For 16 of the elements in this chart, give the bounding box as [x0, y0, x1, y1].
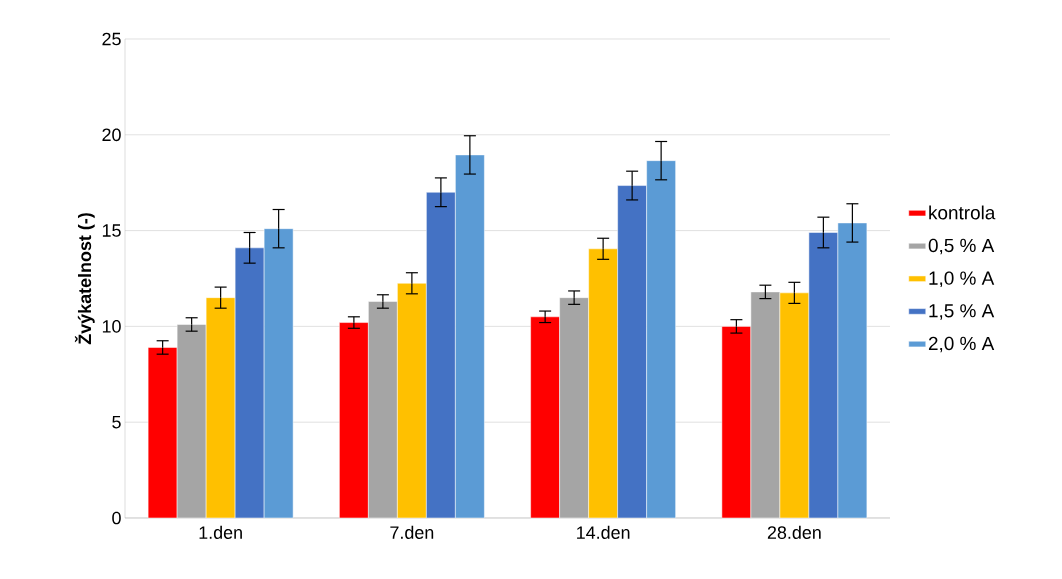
legend-label: 0,5 % A: [928, 238, 995, 255]
legend-label: kontrola: [929, 205, 996, 220]
y-axis-title: Žvýkatelnost (-): [74, 213, 95, 345]
y-tick-label: 0: [112, 511, 121, 525]
y-tick-label: 25: [102, 32, 121, 46]
y-tick-label: 15: [102, 224, 121, 237]
x-tick-label: 1.den: [199, 525, 242, 539]
legend-label: 1,5 % A: [929, 304, 995, 320]
y-tick-label: 5: [112, 415, 121, 429]
y-tick-label: 10: [102, 320, 121, 333]
x-tick-label: 14.den: [577, 525, 630, 539]
legend-label: 1,0 % A: [929, 271, 995, 288]
x-tick-label: 7.den: [390, 525, 434, 539]
y-tick-label: 20: [102, 128, 121, 142]
x-tick-label: 28.den: [767, 525, 821, 539]
legend-label: 2,0 % A: [928, 336, 995, 353]
